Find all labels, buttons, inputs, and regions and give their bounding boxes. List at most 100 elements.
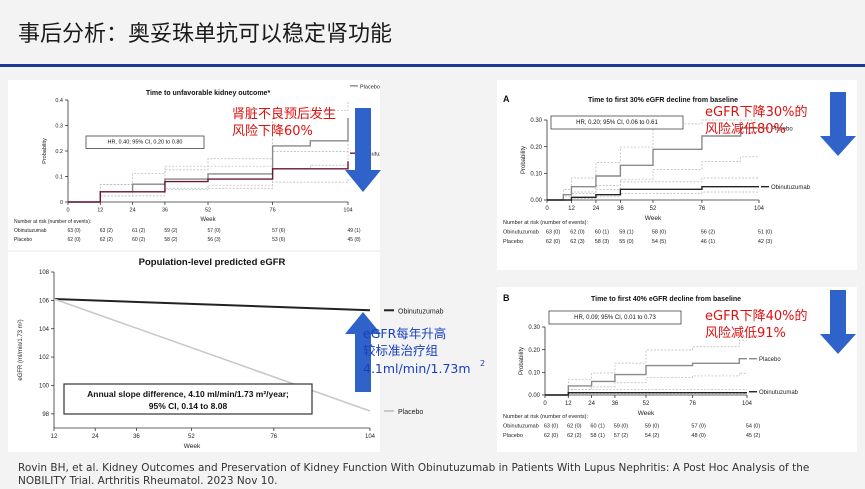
p4-risk-row-label: Obinutuzumab bbox=[503, 424, 539, 430]
p4-risk-cell: 62 (0) bbox=[544, 433, 559, 439]
p3-slope-text-2: 95% CI, 0.14 to 8.08 bbox=[149, 401, 228, 411]
p4-series-label-1: Obinutuzumab bbox=[759, 390, 799, 396]
p1-risk-cell: 45 (8) bbox=[347, 237, 360, 243]
p1-y-tick-label: 0.4 bbox=[55, 98, 63, 104]
p1-risk-row-label: Obinutuzumab bbox=[14, 228, 47, 234]
p2-x-tick-label: 104 bbox=[754, 206, 765, 212]
p2-ci-lower-1 bbox=[547, 191, 759, 201]
p2-ci-upper-0 bbox=[547, 119, 759, 201]
p4-xlabel: Week bbox=[638, 410, 655, 417]
p2-series-line-0 bbox=[547, 127, 759, 201]
p2-risk-cell: 58 (0) bbox=[652, 230, 667, 236]
p1-x-tick-label: 52 bbox=[205, 208, 211, 214]
p1-hr-text: HR, 0.40; 95% CI, 0.20 to 0.80 bbox=[108, 140, 183, 146]
p3-y-tick-label: 108 bbox=[39, 270, 50, 276]
p4-x-tick-label: 0 bbox=[543, 401, 547, 407]
p1-x-tick-label: 76 bbox=[270, 208, 276, 214]
p2-risk-cell: 62 (0) bbox=[546, 239, 561, 245]
p1-series-label-0: Placebo bbox=[360, 84, 380, 90]
p3-series-line-0 bbox=[53, 297, 371, 312]
p4-risk-cell: 57 (0) bbox=[691, 424, 706, 430]
p2-risk-cell: 51 (0) bbox=[758, 230, 773, 236]
p1-x-tick-label: 24 bbox=[130, 208, 136, 214]
p4-risk-cell: 58 (1) bbox=[590, 433, 605, 439]
p1-risk-cell: 63 (2) bbox=[100, 228, 113, 234]
p2-x-tick-label: 52 bbox=[650, 206, 657, 212]
panel-predicted-egfr: Population-level predicted eGFR 98 100 102 1… bbox=[8, 252, 380, 452]
p4-risk-cell: 54 (2) bbox=[645, 433, 660, 439]
p3-x-tick-label: 52 bbox=[188, 434, 195, 440]
p4-ci-upper-0 bbox=[545, 339, 747, 396]
p3-y-tick-label: 106 bbox=[39, 298, 50, 304]
p2-y-tick-label: 0.10 bbox=[530, 171, 542, 177]
p2-x-tick-label: 36 bbox=[617, 206, 624, 212]
p2-risk-cell: 58 (3) bbox=[595, 239, 610, 245]
p1-risk-cell: 49 (1) bbox=[347, 228, 360, 234]
p1-risk-cell: 60 (2) bbox=[132, 237, 145, 243]
p3-x-tick-label: 104 bbox=[365, 434, 376, 440]
p2-series-label-0: Placebo bbox=[771, 127, 793, 133]
p2-risk-cell: 46 (1) bbox=[701, 239, 716, 245]
p4-title: Time to first 40% eGFR decline from base… bbox=[591, 296, 741, 303]
p1-x-tick-label: 12 bbox=[97, 208, 103, 214]
p4-risk-cell: 62 (0) bbox=[567, 424, 582, 430]
p1-hr-box bbox=[85, 135, 205, 149]
p2-series-line-1 bbox=[547, 185, 759, 201]
panel-egfr40: B Time to first 40% eGFR decline from bas… bbox=[497, 287, 857, 452]
p4-series-label-0: Placebo bbox=[759, 357, 781, 363]
p1-ylabel: Probability bbox=[42, 138, 48, 164]
p2-ylabel: Probability bbox=[521, 146, 527, 174]
p4-risk-cell: 60 (1) bbox=[590, 424, 605, 430]
p1-x-tick-label: 36 bbox=[162, 208, 168, 214]
p3-series-line-1 bbox=[53, 298, 371, 412]
p3-legend-label-placebo: Placebo bbox=[398, 409, 423, 416]
p2-risk-cell: 62 (3) bbox=[570, 239, 585, 245]
p3-xlabel: Week bbox=[184, 443, 201, 450]
p1-risk-cell: 61 (2) bbox=[132, 228, 145, 234]
p2-x-tick-label: 0 bbox=[545, 206, 549, 212]
p1-series-label-1: Obinutuzumab bbox=[360, 152, 380, 158]
slide-title: 事后分析：奥妥珠单抗可以稳定肾功能 bbox=[18, 22, 393, 47]
p3-x-tick-label: 76 bbox=[270, 434, 277, 440]
p4-series-line-0 bbox=[545, 358, 747, 396]
p3-y-tick-label: 100 bbox=[39, 384, 50, 390]
p4-risk-row-label: Placebo bbox=[503, 433, 523, 439]
p4-x-tick-label: 24 bbox=[588, 401, 595, 407]
citation: Rovin BH, et al. Kidney Outcomes and Pre… bbox=[18, 462, 810, 487]
chart-egfr40: B Time to first 40% eGFR decline from bas… bbox=[503, 293, 799, 439]
p1-y-tick-label: 0.1 bbox=[55, 174, 63, 180]
p4-panel-label: B bbox=[503, 293, 510, 303]
p1-risk-cell: 56 (3) bbox=[207, 237, 220, 243]
p2-y-tick-label: 0.30 bbox=[530, 118, 542, 124]
p3-y-tick-label: 104 bbox=[39, 327, 50, 333]
p2-y-tick-label: 0.20 bbox=[530, 145, 542, 151]
p1-risk-cell: 57 (0) bbox=[207, 228, 220, 234]
p4-hr-text: HR, 0.09; 95% CI, 0.01 to 0.73 bbox=[574, 315, 656, 321]
p2-risk-cell: 59 (1) bbox=[619, 230, 634, 236]
p1-risk-row-label: Placebo bbox=[14, 237, 32, 243]
p2-risk-cell: 63 (0) bbox=[546, 230, 561, 236]
p1-y-tick-label: 0.3 bbox=[55, 123, 63, 129]
p2-x-tick-label: 12 bbox=[568, 206, 575, 212]
note-egfr-slope-superscript: 2 bbox=[480, 359, 485, 368]
chart-egfr30: A Time to first 30% eGFR decline from bas… bbox=[503, 94, 811, 245]
chart-kidney-outcome: Time to unfavorable kidney outcome* 0 0.1 0… bbox=[14, 84, 396, 243]
p2-risk-cell: 60 (1) bbox=[595, 230, 610, 236]
p2-risk-row-label: Placebo bbox=[503, 239, 523, 245]
p4-x-tick-label: 52 bbox=[643, 401, 650, 407]
p1-x-tick-label: 0 bbox=[66, 208, 69, 214]
p2-y-tick-label: 0.00 bbox=[530, 198, 542, 204]
p4-risk-cell: 63 (0) bbox=[544, 424, 559, 430]
panel-kidney-outcome: Time to unfavorable kidney outcome* 0 0.1 0… bbox=[8, 80, 396, 250]
p1-ci-upper-1 bbox=[68, 140, 349, 203]
p2-risk-cell: 54 (5) bbox=[652, 239, 667, 245]
title-divider bbox=[0, 64, 865, 67]
p1-x-tick-label: 104 bbox=[343, 208, 352, 214]
p1-risk-cell: 53 (6) bbox=[272, 237, 285, 243]
p4-x-tick-label: 104 bbox=[742, 401, 753, 407]
p2-risk-cell: 42 (3) bbox=[758, 239, 773, 245]
p2-hr-box bbox=[550, 115, 684, 130]
panel-egfr30: A Time to first 30% eGFR decline from bas… bbox=[497, 80, 857, 270]
p4-series-line-1 bbox=[545, 392, 747, 396]
p4-risk-cell: 62 (2) bbox=[567, 433, 582, 439]
